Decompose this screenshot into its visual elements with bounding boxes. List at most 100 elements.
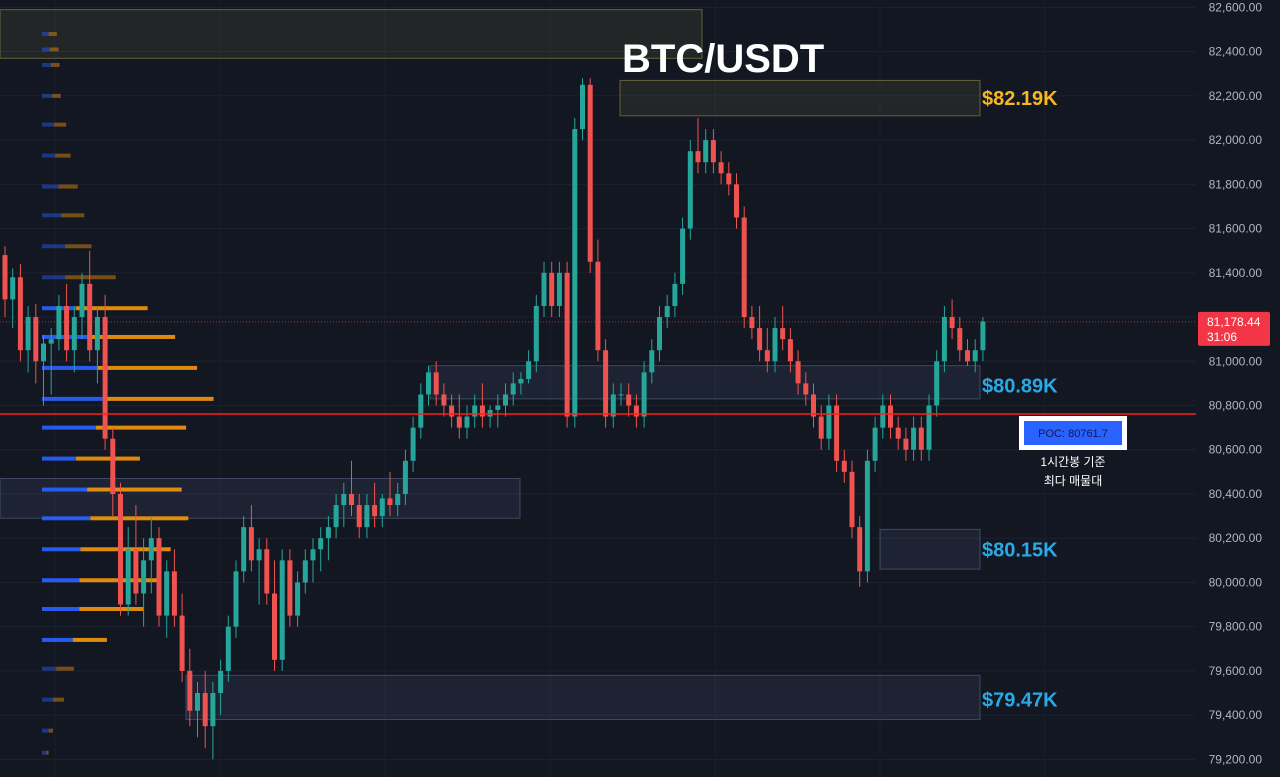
poc-label: POC: 80761.7 (1038, 428, 1108, 440)
candlesticks (2, 78, 986, 760)
profile-sell-bar (79, 606, 144, 611)
candle-body (141, 560, 147, 594)
y-tick-label: 80,600.00 (1209, 443, 1263, 457)
candle-body (395, 493, 401, 506)
profile-buy-bar (42, 666, 57, 671)
profile-sell-bar (51, 93, 61, 98)
candle-body (610, 394, 616, 417)
candle-body (310, 549, 316, 561)
candle-body (957, 328, 963, 351)
candle-body (556, 272, 562, 306)
candle-body (595, 261, 601, 351)
profile-sell-bar (76, 456, 140, 461)
candle-body (426, 372, 431, 395)
candle-body (587, 84, 593, 262)
candle-body (225, 626, 231, 671)
profile-sell-bar (48, 728, 53, 733)
candle-body (272, 593, 277, 660)
y-tick-label: 81,600.00 (1209, 222, 1263, 236)
candle-body (926, 405, 932, 450)
candle-body (133, 549, 139, 594)
candle-body (857, 527, 863, 572)
y-tick-label: 79,400.00 (1209, 708, 1263, 722)
candle-body (302, 560, 308, 583)
candle-body (356, 505, 362, 528)
profile-buy-bar (42, 213, 62, 218)
candle-body (672, 283, 678, 306)
candle-body (626, 394, 632, 406)
profile-buy-bar (42, 637, 73, 642)
profile-sell-bar (88, 334, 176, 339)
profile-buy-bar (42, 578, 80, 583)
profile-buy-bar (42, 62, 51, 67)
candle-body (918, 427, 924, 450)
candle-body (479, 405, 485, 417)
candle-body (341, 493, 347, 506)
candle-body (495, 405, 501, 410)
candle-body (734, 184, 739, 218)
profile-buy-bar (42, 456, 77, 461)
candle-body (641, 372, 647, 417)
candle-body (972, 350, 978, 362)
y-tick-label: 80,800.00 (1209, 399, 1263, 413)
profile-buy-bar (42, 31, 49, 36)
candle-body (318, 538, 324, 550)
candle-body (895, 427, 901, 439)
candle-countdown: 31:06 (1207, 330, 1237, 344)
y-tick-label: 82,600.00 (1209, 0, 1263, 14)
candle-body (48, 339, 54, 344)
candle-body (795, 361, 801, 384)
candle-body (156, 538, 162, 616)
candle-body (118, 493, 123, 605)
profile-buy-bar (42, 487, 88, 492)
profile-sell-bar (56, 666, 74, 671)
candle-body (79, 283, 85, 318)
y-tick-label: 79,600.00 (1209, 664, 1263, 678)
candle-body (757, 328, 763, 351)
candle-body (241, 527, 247, 572)
candle-body (295, 582, 301, 616)
candle-body (333, 505, 339, 528)
y-tick-label: 80,400.00 (1209, 487, 1263, 501)
profile-buy-bar (42, 697, 53, 702)
candle-body (903, 438, 909, 450)
candle-body (179, 615, 185, 671)
candle-body (41, 343, 46, 362)
candle-body (64, 305, 70, 351)
candle-body (849, 471, 855, 528)
profile-sell-bar (46, 750, 49, 755)
candle-body (826, 405, 832, 439)
candle-body (433, 372, 439, 395)
candle-body (264, 549, 270, 594)
candle-body (664, 305, 670, 318)
poc-note-line2: 최다 매물대 (1044, 474, 1103, 488)
current-price-tag: 81,178.44 31:06 (1198, 311, 1270, 346)
candle-body (456, 416, 462, 428)
profile-sell-bar (55, 153, 71, 158)
candle-body (841, 460, 847, 472)
candle-body (510, 383, 516, 395)
candle-body (364, 505, 370, 528)
profile-buy-bar (42, 93, 52, 98)
level-label: $80.89K (982, 376, 1058, 398)
profile-sell-bar (65, 275, 116, 280)
y-tick-label: 81,400.00 (1209, 266, 1263, 280)
candle-body (941, 317, 947, 362)
candle-body (472, 405, 478, 417)
zone-box (0, 477, 521, 519)
candle-body (834, 405, 840, 461)
candle-body (210, 693, 216, 727)
profile-buy-bar (42, 396, 104, 401)
y-tick-label: 80,000.00 (1209, 575, 1263, 589)
candle-body (526, 361, 532, 379)
candle-body (649, 350, 655, 373)
candle-body (33, 317, 39, 362)
profile-buy-bar (42, 606, 80, 611)
candle-body (803, 383, 809, 395)
candle-body (110, 438, 116, 494)
profile-sell-bar (61, 213, 85, 218)
candle-body (772, 328, 778, 362)
profile-sell-bar (87, 487, 182, 492)
candle-body (195, 693, 200, 711)
